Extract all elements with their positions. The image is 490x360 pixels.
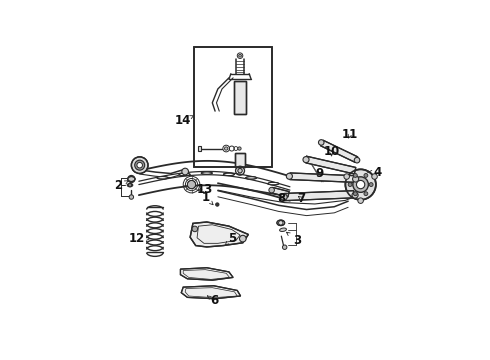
Circle shape — [224, 147, 228, 150]
Text: 10: 10 — [323, 145, 340, 158]
Circle shape — [356, 180, 365, 189]
Bar — [234, 81, 246, 114]
Circle shape — [318, 140, 324, 145]
Polygon shape — [320, 140, 358, 162]
Circle shape — [238, 147, 241, 150]
Circle shape — [353, 192, 357, 195]
Polygon shape — [290, 173, 355, 183]
Bar — [197, 146, 201, 151]
Ellipse shape — [201, 172, 212, 174]
Circle shape — [128, 184, 132, 187]
Circle shape — [353, 177, 368, 192]
Polygon shape — [180, 268, 233, 280]
Circle shape — [280, 194, 287, 201]
Circle shape — [137, 162, 143, 168]
Ellipse shape — [223, 173, 235, 176]
Circle shape — [352, 192, 358, 198]
Text: 6: 6 — [207, 294, 219, 307]
Circle shape — [238, 168, 242, 173]
Circle shape — [286, 173, 293, 179]
Polygon shape — [306, 156, 356, 174]
Circle shape — [364, 192, 368, 195]
Circle shape — [135, 160, 145, 170]
Text: 1: 1 — [201, 190, 213, 205]
Circle shape — [182, 168, 189, 175]
Circle shape — [354, 157, 360, 163]
Bar — [235, 153, 245, 167]
Polygon shape — [284, 191, 354, 201]
Circle shape — [364, 174, 368, 177]
Circle shape — [348, 183, 352, 186]
Circle shape — [129, 195, 134, 199]
Circle shape — [192, 226, 197, 232]
Circle shape — [353, 176, 359, 182]
Text: 5: 5 — [225, 232, 236, 246]
Ellipse shape — [277, 220, 285, 226]
Ellipse shape — [179, 173, 190, 176]
Bar — [195, 48, 272, 167]
Ellipse shape — [157, 176, 168, 179]
Text: 4: 4 — [368, 166, 381, 179]
Circle shape — [358, 198, 364, 203]
Circle shape — [372, 174, 377, 179]
Circle shape — [128, 175, 135, 183]
Circle shape — [303, 157, 309, 163]
Ellipse shape — [127, 184, 133, 187]
Bar — [234, 81, 246, 114]
Text: 7: 7 — [297, 192, 305, 205]
Polygon shape — [271, 188, 289, 197]
Text: 12: 12 — [128, 232, 150, 245]
Polygon shape — [181, 286, 241, 299]
Circle shape — [131, 157, 148, 174]
Ellipse shape — [128, 176, 135, 181]
Ellipse shape — [245, 177, 257, 179]
Text: 2: 2 — [115, 179, 128, 193]
Circle shape — [240, 235, 246, 242]
Ellipse shape — [268, 183, 279, 185]
Bar — [235, 153, 245, 167]
Circle shape — [369, 183, 373, 186]
Circle shape — [216, 203, 219, 206]
Text: 8: 8 — [277, 192, 286, 205]
Circle shape — [345, 169, 376, 200]
Text: 9: 9 — [315, 167, 323, 180]
Ellipse shape — [280, 228, 287, 231]
Circle shape — [187, 180, 196, 189]
Text: 14: 14 — [175, 114, 194, 127]
Text: 11: 11 — [342, 128, 358, 141]
Text: 3: 3 — [287, 232, 301, 247]
Circle shape — [239, 54, 242, 57]
Polygon shape — [190, 222, 248, 247]
Circle shape — [353, 174, 357, 177]
Bar — [195, 48, 272, 167]
Circle shape — [269, 187, 274, 193]
Circle shape — [282, 245, 287, 249]
Text: 13: 13 — [196, 183, 213, 196]
Circle shape — [344, 174, 349, 179]
